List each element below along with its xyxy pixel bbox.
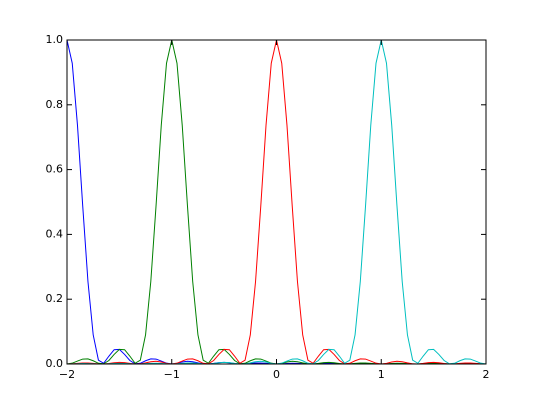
y-tick-label: 0.0 [46, 357, 64, 370]
x-tick-label: −2 [59, 368, 75, 381]
y-tick-label: 0.2 [46, 292, 64, 305]
x-tick-label: 1 [378, 368, 385, 381]
x-tick-label: 2 [483, 368, 490, 381]
y-tick-label: 1.0 [46, 33, 64, 46]
x-tick-label: −1 [164, 368, 180, 381]
x-tick-label: 0 [273, 368, 280, 381]
y-tick-label: 0.4 [46, 227, 64, 240]
y-tick-label: 0.6 [46, 163, 64, 176]
y-tick-label: 0.8 [46, 98, 64, 111]
